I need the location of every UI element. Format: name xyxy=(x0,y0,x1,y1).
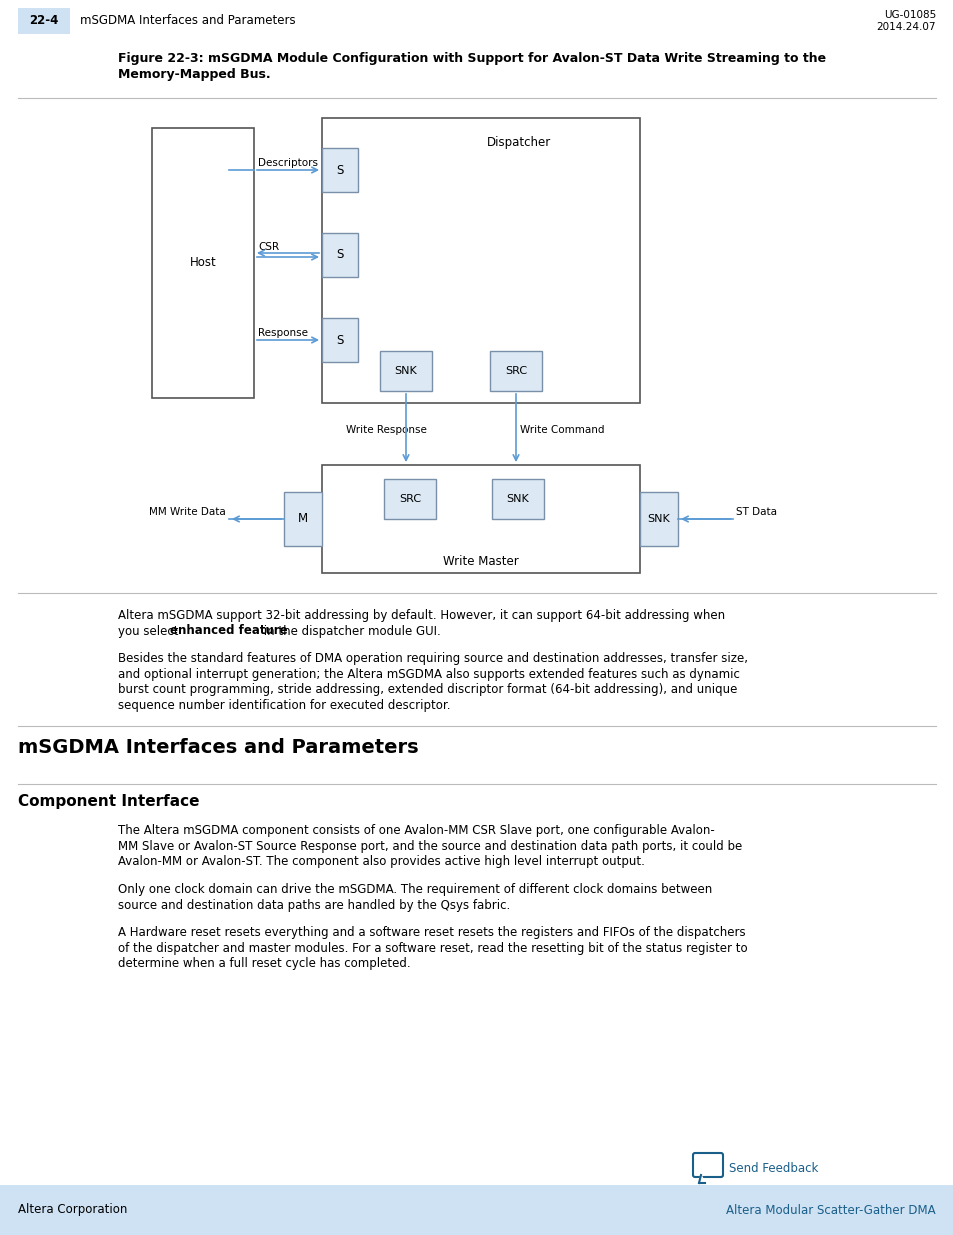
Text: Altera Modular Scatter-Gather DMA: Altera Modular Scatter-Gather DMA xyxy=(725,1203,935,1216)
Text: Host: Host xyxy=(190,257,216,269)
Text: A Hardware reset resets everything and a software reset resets the registers and: A Hardware reset resets everything and a… xyxy=(118,926,745,940)
Text: Response: Response xyxy=(257,329,308,338)
Text: M: M xyxy=(297,513,308,526)
Text: S: S xyxy=(336,333,343,347)
Text: sequence number identification for executed descriptor.: sequence number identification for execu… xyxy=(118,699,450,711)
Bar xyxy=(0,1186,953,1235)
Text: Besides the standard features of DMA operation requiring source and destination : Besides the standard features of DMA ope… xyxy=(118,652,747,666)
Bar xyxy=(322,466,639,573)
Bar xyxy=(322,317,357,362)
Text: The Altera mSGDMA component consists of one Avalon-MM CSR Slave port, one config: The Altera mSGDMA component consists of … xyxy=(118,824,714,837)
Bar xyxy=(322,233,357,277)
Bar xyxy=(322,148,357,191)
Bar xyxy=(152,128,253,398)
Text: of the dispatcher and master modules. For a software reset, read the resetting b: of the dispatcher and master modules. Fo… xyxy=(118,942,747,955)
Text: Dispatcher: Dispatcher xyxy=(487,136,551,149)
Bar xyxy=(639,492,678,546)
Bar xyxy=(384,479,436,519)
Text: MM Write Data: MM Write Data xyxy=(149,508,226,517)
Text: and optional interrupt generation; the Altera mSGDMA also supports extended feat: and optional interrupt generation; the A… xyxy=(118,668,740,680)
Text: mSGDMA Interfaces and Parameters: mSGDMA Interfaces and Parameters xyxy=(80,15,295,27)
Text: enhanced feature: enhanced feature xyxy=(170,625,287,637)
Text: Descriptors: Descriptors xyxy=(257,158,317,168)
Text: SRC: SRC xyxy=(504,366,526,375)
Text: source and destination data paths are handled by the Qsys fabric.: source and destination data paths are ha… xyxy=(118,899,510,911)
Text: Avalon-MM or Avalon-ST. The component also provides active high level interrupt : Avalon-MM or Avalon-ST. The component al… xyxy=(118,855,644,868)
Text: Altera mSGDMA support 32-bit addressing by default. However, it can support 64-b: Altera mSGDMA support 32-bit addressing … xyxy=(118,609,724,622)
Bar xyxy=(379,351,432,391)
FancyBboxPatch shape xyxy=(692,1153,722,1177)
Bar xyxy=(18,7,70,35)
Text: Figure 22-3: mSGDMA Module Configuration with Support for Avalon-ST Data Write S: Figure 22-3: mSGDMA Module Configuration… xyxy=(118,52,825,65)
Text: Only one clock domain can drive the mSGDMA. The requirement of different clock d: Only one clock domain can drive the mSGD… xyxy=(118,883,712,897)
Text: SNK: SNK xyxy=(395,366,416,375)
Text: determine when a full reset cycle has completed.: determine when a full reset cycle has co… xyxy=(118,957,410,971)
Text: S: S xyxy=(336,248,343,262)
Text: Write Master: Write Master xyxy=(442,555,518,568)
Text: SNK: SNK xyxy=(506,494,529,504)
Text: ST Data: ST Data xyxy=(735,508,776,517)
Text: 22-4: 22-4 xyxy=(30,15,59,27)
Text: mSGDMA Interfaces and Parameters: mSGDMA Interfaces and Parameters xyxy=(18,739,418,757)
Text: CSR: CSR xyxy=(257,242,279,252)
Text: Send Feedback: Send Feedback xyxy=(728,1161,818,1174)
Text: Component Interface: Component Interface xyxy=(18,794,199,809)
Text: Altera Corporation: Altera Corporation xyxy=(18,1203,128,1216)
Text: Memory-Mapped Bus.: Memory-Mapped Bus. xyxy=(118,68,271,82)
Text: 2014.24.07: 2014.24.07 xyxy=(876,22,935,32)
Bar xyxy=(492,479,543,519)
Text: SRC: SRC xyxy=(398,494,420,504)
Text: Write Command: Write Command xyxy=(519,425,604,435)
Text: burst count programming, stride addressing, extended discriptor format (64-bit a: burst count programming, stride addressi… xyxy=(118,683,737,697)
Text: Write Response: Write Response xyxy=(346,425,426,435)
Bar xyxy=(490,351,541,391)
Polygon shape xyxy=(699,1174,704,1183)
Text: MM Slave or Avalon-ST Source Response port, and the source and destination data : MM Slave or Avalon-ST Source Response po… xyxy=(118,840,741,852)
Text: SNK: SNK xyxy=(647,514,670,524)
Text: S: S xyxy=(336,163,343,177)
Bar xyxy=(284,492,322,546)
Text: UG-01085: UG-01085 xyxy=(882,10,935,20)
Text: in the dispatcher module GUI.: in the dispatcher module GUI. xyxy=(259,625,439,637)
Bar xyxy=(0,0,953,42)
Bar xyxy=(322,119,639,403)
Text: you select: you select xyxy=(118,625,182,637)
